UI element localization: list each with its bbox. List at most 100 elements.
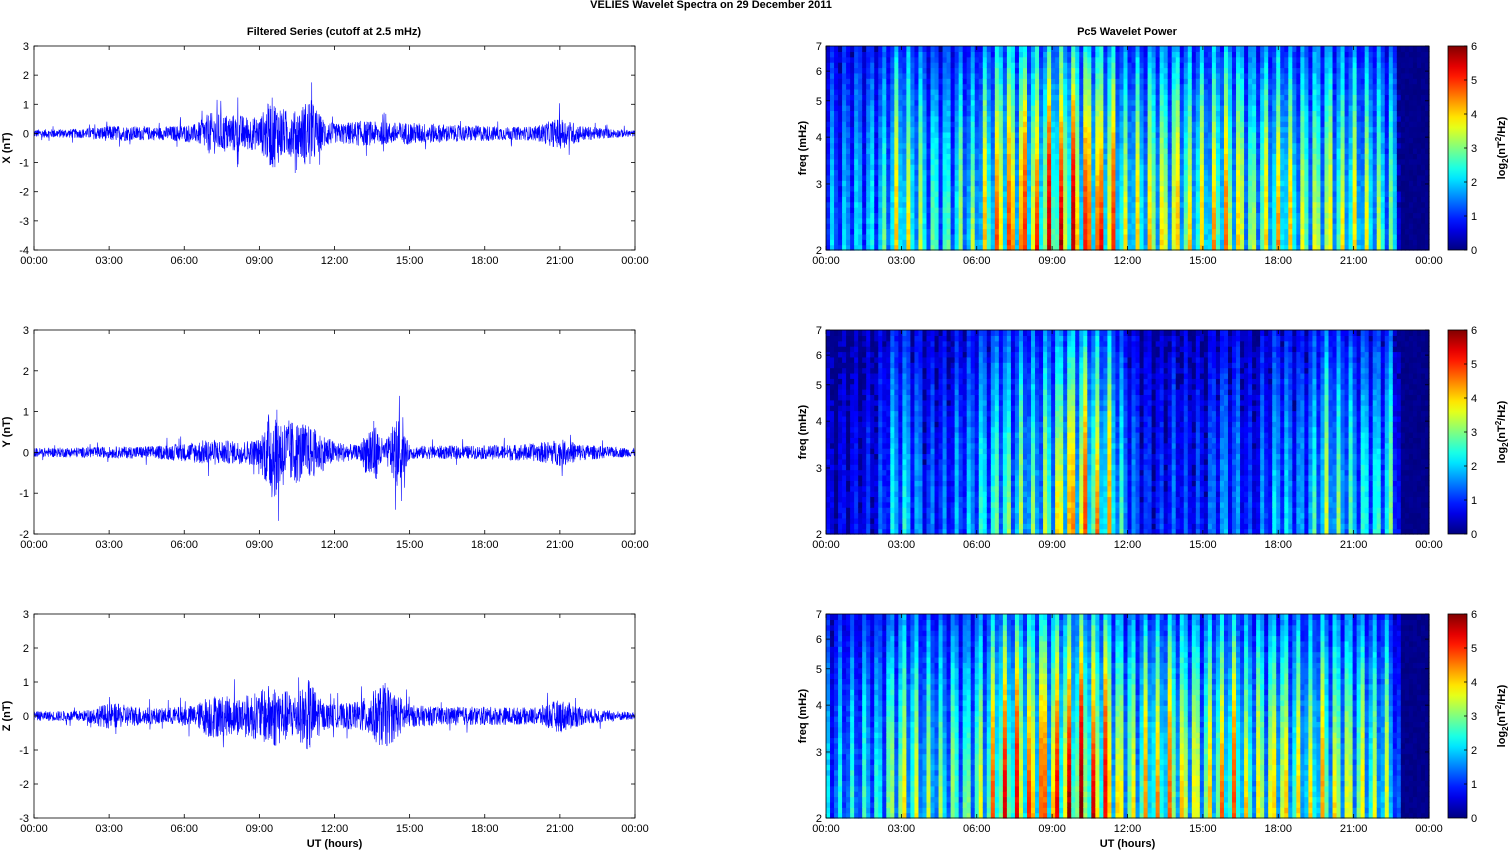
- power-x-cell: [1075, 88, 1080, 95]
- power-x-cell: [938, 174, 944, 181]
- power-x-cell: [1127, 142, 1133, 149]
- power-x-cell: [1155, 110, 1161, 117]
- power-x-cell: [1027, 137, 1032, 144]
- power-x-cell: [946, 67, 952, 74]
- power-x-cell: [1203, 148, 1209, 154]
- power-x-cell: [1027, 212, 1032, 219]
- power-x-cell: [994, 105, 1000, 112]
- power-x-cell: [1047, 217, 1052, 224]
- power-x-cell: [902, 223, 907, 230]
- power-x-cell: [986, 137, 992, 144]
- power-x-cell: [1002, 46, 1008, 52]
- power-x-cell: [854, 62, 859, 69]
- power-x-cell: [846, 148, 851, 154]
- power-x-cell: [1079, 207, 1084, 214]
- power-x-cell: [962, 83, 968, 90]
- power-x-cell: [1147, 62, 1153, 69]
- power-x-cell: [1312, 83, 1318, 90]
- power-x-cell: [1328, 78, 1334, 85]
- power-x-cell: [1240, 62, 1245, 69]
- power-x-cell: [894, 164, 899, 171]
- power-x-cell: [998, 148, 1004, 154]
- power-x-cell: [1095, 46, 1100, 52]
- power-x-cell: [1219, 164, 1225, 171]
- power-x-cell: [954, 62, 960, 69]
- power-x-cell: [1107, 223, 1113, 230]
- power-x-cell: [930, 201, 936, 208]
- power-x-cell: [1264, 207, 1269, 214]
- series-x-ytick-label: 3: [23, 41, 29, 53]
- power-x-cell: [978, 94, 984, 101]
- power-x-cell: [866, 201, 871, 208]
- power-x-cell: [1079, 115, 1084, 122]
- power-x-cell: [910, 185, 916, 192]
- power-x-cell: [1079, 78, 1084, 85]
- power-x-cell: [1075, 115, 1080, 122]
- power-x-cell: [858, 126, 863, 133]
- power-x-cell: [994, 196, 1000, 203]
- power-x-cell: [1022, 239, 1028, 246]
- power-x-cell: [1260, 62, 1265, 69]
- power-x-cell: [914, 137, 920, 144]
- power-x-cell: [918, 153, 924, 160]
- power-x-cell: [974, 83, 980, 90]
- power-x-cell: [1075, 131, 1080, 138]
- power-x-cell: [1159, 158, 1165, 165]
- power-x-cell: [886, 51, 891, 58]
- power-x-cell: [1324, 190, 1330, 197]
- power-x-cell: [1183, 72, 1189, 79]
- power-x-cell: [1280, 121, 1285, 128]
- power-x-cell: [1244, 88, 1249, 95]
- power-x-cell: [1264, 88, 1269, 95]
- power-x-cell: [1022, 207, 1028, 214]
- power-x-cell: [1055, 131, 1060, 138]
- power-x-cell: [886, 83, 891, 90]
- power-x-cell: [910, 126, 916, 133]
- power-x-cell: [1067, 228, 1072, 235]
- power-x-cell: [934, 110, 940, 117]
- power-x-cell: [958, 105, 964, 112]
- power-x-cell: [1328, 169, 1334, 176]
- power-x-cell: [1284, 223, 1289, 230]
- power-x-cell: [1027, 99, 1032, 106]
- power-x-cell: [1215, 142, 1221, 149]
- power-x-cell: [1043, 153, 1048, 160]
- power-x-cell: [1135, 94, 1141, 101]
- power-x-cell: [962, 153, 968, 160]
- power-x-cell: [958, 83, 964, 90]
- power-x-cell: [1215, 158, 1221, 165]
- power-x-cell: [910, 78, 916, 85]
- power-x-cell: [1207, 67, 1213, 74]
- power-x-cell: [1027, 228, 1032, 235]
- power-x-cell: [1264, 153, 1269, 160]
- power-x-cell: [954, 223, 960, 230]
- power-x-cell: [1175, 126, 1181, 133]
- power-x-cell: [1135, 196, 1141, 203]
- power-x-cell: [1087, 153, 1092, 160]
- power-x-cell: [1211, 83, 1217, 90]
- power-x-cell: [1018, 223, 1024, 230]
- power-x-cell: [1135, 190, 1141, 197]
- power-x-cell: [1232, 228, 1237, 235]
- power-x-cell: [1199, 190, 1205, 197]
- power-x-cell: [1159, 180, 1165, 187]
- power-x-cell: [942, 105, 948, 112]
- power-x-cell: [1083, 212, 1088, 219]
- power-x-cell: [1063, 174, 1068, 181]
- power-x-cell: [1107, 169, 1113, 176]
- power-x-cell: [866, 228, 871, 235]
- power-x-cell: [1115, 169, 1121, 176]
- power-x-cell: [890, 88, 895, 95]
- power-x-cell: [1288, 228, 1293, 235]
- power-x-cell: [1240, 196, 1245, 203]
- power-x-cell: [910, 56, 916, 63]
- power-x-cell: [838, 137, 843, 144]
- power-x-cell: [1199, 78, 1205, 85]
- power-x-cell: [970, 137, 976, 144]
- power-x-cell: [1288, 207, 1293, 214]
- power-x-cell: [866, 207, 871, 214]
- power-x-cell: [842, 67, 847, 74]
- power-x-cell: [1248, 94, 1253, 101]
- power-x-cell: [1022, 223, 1028, 230]
- power-x-cell: [1035, 131, 1040, 138]
